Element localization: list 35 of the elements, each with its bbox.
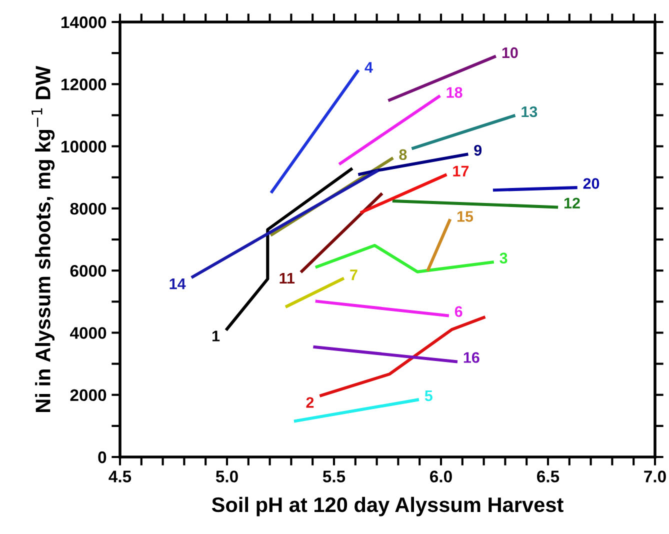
y-tick-label: 8000 (70, 202, 106, 215)
series-label: 8 (399, 149, 407, 160)
x-tick-label: 6.5 (537, 470, 560, 482)
text: 5.0 (216, 470, 238, 482)
series-label: 4 (364, 62, 373, 73)
series-label: 3 (500, 252, 508, 264)
y-axis-title: Ni in Alyssum shoots, mg kg$^{−1}$ DW (32, 66, 55, 412)
series-label: 20 (583, 178, 600, 189)
y-tick-label: 10000 (62, 140, 106, 152)
x-tick-label: 4.5 (108, 470, 132, 482)
x-tick-label: 5.5 (322, 470, 346, 482)
x-tick-label: 6.0 (430, 470, 452, 482)
y-tick-label: 0 (98, 451, 106, 464)
series-label: 15 (457, 211, 474, 222)
series-label: 9 (474, 144, 482, 156)
y-tick-label: 2000 (70, 389, 106, 402)
series-label: 16 (464, 352, 480, 363)
series-label: 2 (306, 397, 314, 408)
x-tick-label: 7.0 (644, 470, 666, 482)
series-label: 13 (522, 106, 538, 118)
series-label: 5 (424, 390, 432, 402)
series-label: 17 (453, 166, 469, 176)
series-label: 18 (446, 87, 462, 98)
series-label: 7 (350, 270, 358, 280)
x-axis-title: Soil pH at 120 day Alyssum Harvest (212, 496, 564, 516)
series-label: 6 (454, 306, 462, 317)
y-tick-label: 6000 (70, 264, 106, 277)
y-tick-label: 12000 (62, 78, 106, 90)
y-tick-label: 4000 (70, 327, 106, 339)
series-label: 11 (280, 272, 295, 284)
series-label: 14 (170, 278, 186, 290)
series-label: 12 (564, 198, 580, 208)
y-tick-label: 14000 (62, 16, 106, 28)
series-label: 1 (212, 330, 220, 342)
series-label: 10 (502, 47, 518, 58)
